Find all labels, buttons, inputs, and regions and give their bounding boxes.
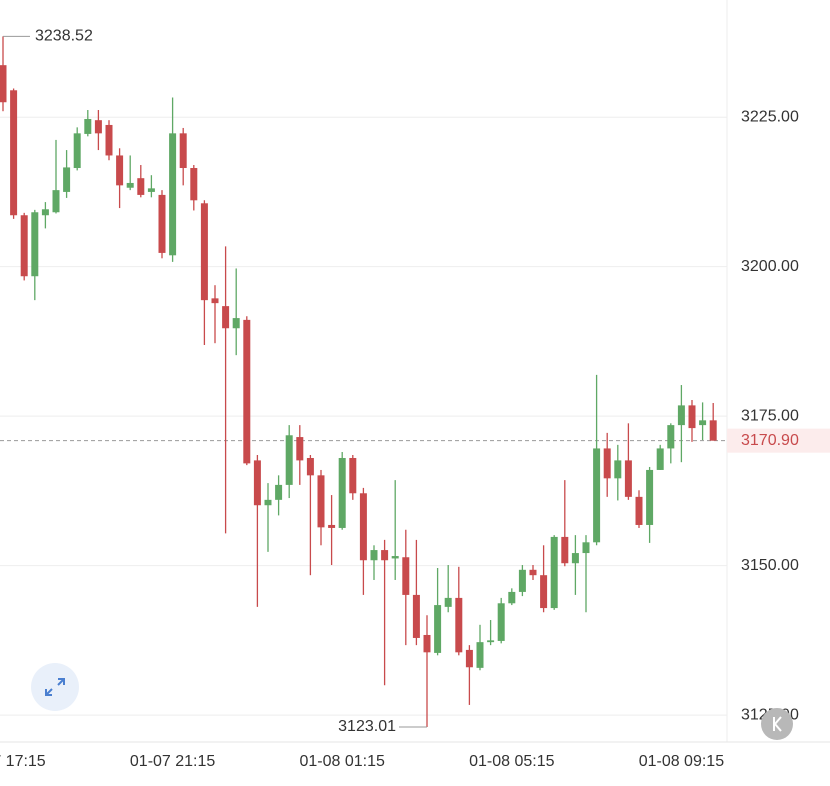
candle-body xyxy=(306,457,314,476)
candle-body xyxy=(455,597,463,653)
candle-body xyxy=(677,405,685,426)
candle-body xyxy=(275,484,283,500)
candle-body xyxy=(699,420,707,426)
candle-body xyxy=(338,457,346,528)
candle-body xyxy=(211,298,219,304)
candle-body xyxy=(423,634,431,653)
candle-body xyxy=(200,203,208,301)
y-tick-label: 3175.00 xyxy=(741,407,799,424)
candle-body xyxy=(402,557,410,595)
candle-body xyxy=(381,550,389,561)
candle-body xyxy=(10,90,18,216)
last-price-label: 3170.90 xyxy=(741,432,799,449)
candle-body xyxy=(518,569,526,592)
candle-body xyxy=(667,425,675,449)
candle-body xyxy=(508,591,516,604)
candle-body xyxy=(179,133,187,169)
candle-body xyxy=(137,178,145,195)
candle-body xyxy=(349,457,357,494)
candle-body xyxy=(593,448,601,543)
last-price-box xyxy=(727,428,830,453)
candle-body xyxy=(688,405,696,429)
candle-body xyxy=(328,524,336,528)
candle-body xyxy=(94,120,102,134)
max-label: 3238.52 xyxy=(35,28,93,45)
candle-body xyxy=(147,188,155,192)
candle-body xyxy=(497,603,505,641)
candle-body xyxy=(391,556,399,559)
y-tick-label: 3200.00 xyxy=(741,258,799,275)
candle-body xyxy=(465,649,473,668)
candle-body xyxy=(264,499,272,506)
expand-button[interactable] xyxy=(31,663,79,711)
candle-body xyxy=(20,215,28,277)
candle-body xyxy=(550,536,558,609)
candle-body xyxy=(253,460,261,506)
candle-body xyxy=(296,437,304,461)
candle-body xyxy=(434,605,442,653)
expand-icon xyxy=(45,678,65,696)
candle-body xyxy=(487,640,495,643)
candle-body xyxy=(317,475,325,528)
candle-body xyxy=(561,536,569,564)
candle-body xyxy=(709,420,717,441)
candle-body xyxy=(243,319,251,464)
candle-body xyxy=(0,65,7,103)
candle-body xyxy=(190,168,198,201)
candle-body xyxy=(41,209,49,216)
candle-body xyxy=(73,133,81,169)
kline-icon xyxy=(773,716,782,732)
x-tick-label: 01-08 09:15 xyxy=(639,753,725,770)
candle-body xyxy=(126,182,134,188)
x-tick-label: 01-08 01:15 xyxy=(299,753,385,770)
candle-body xyxy=(232,318,240,329)
candle-body xyxy=(169,133,177,256)
candle-body xyxy=(529,569,537,576)
candle-body xyxy=(84,118,92,134)
candle-body xyxy=(603,448,611,479)
x-tick-label: 01-08 05:15 xyxy=(469,753,555,770)
candle-body xyxy=(359,493,367,561)
candle-body xyxy=(624,460,632,497)
candle-body xyxy=(222,306,230,329)
candle-body xyxy=(158,194,166,253)
y-tick-label: 3150.00 xyxy=(741,557,799,574)
y-tick-label: 3225.00 xyxy=(741,108,799,125)
candle-body xyxy=(444,597,452,607)
candle-body xyxy=(105,124,113,156)
candle-body xyxy=(285,435,293,485)
x-tick-label: 01-07 21:15 xyxy=(130,753,216,770)
candle-body xyxy=(614,460,622,479)
candle-body xyxy=(116,155,124,186)
candle-body xyxy=(476,642,484,668)
candle-body xyxy=(31,212,39,277)
candle-body xyxy=(412,594,420,638)
candle-body xyxy=(370,550,378,561)
min-label: 3123.01 xyxy=(338,718,396,735)
candle-body xyxy=(52,190,60,213)
candle-body xyxy=(646,469,654,525)
candle-body xyxy=(656,448,664,470)
candle-body xyxy=(635,496,643,525)
candle-body xyxy=(582,542,590,554)
x-tick-label: 01-07 17:15 xyxy=(0,753,46,770)
candle-body xyxy=(63,167,71,192)
candle-body xyxy=(540,575,548,609)
kline-button[interactable] xyxy=(761,708,793,740)
candle-body xyxy=(571,553,579,564)
